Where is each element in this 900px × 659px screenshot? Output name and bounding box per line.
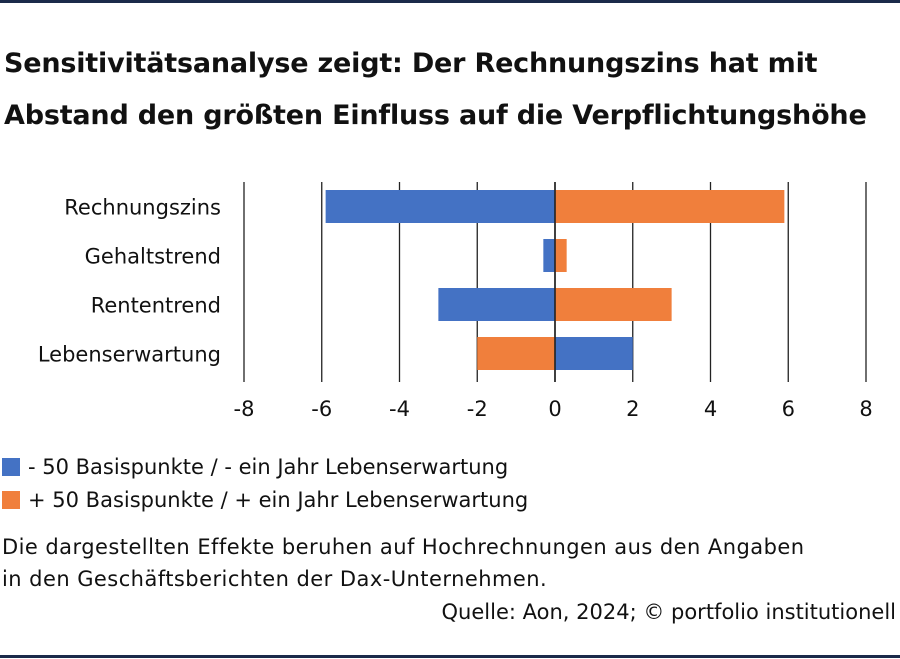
legend-label-minus: - 50 Basispunkte / - ein Jahr Lebenserwa… (28, 454, 509, 479)
chart-title-line-2: Abstand den größten Einfluss auf die Ver… (4, 100, 867, 131)
x-tick-label: 6 (782, 397, 795, 421)
footnote-line-1: Die dargestellten Effekte beruhen auf Ho… (2, 535, 805, 559)
top-rule (0, 0, 900, 3)
bar-plus (555, 288, 672, 321)
x-tick-label: -6 (311, 397, 332, 421)
legend: - 50 Basispunkte / - ein Jahr Lebenserwa… (0, 450, 528, 516)
chart-title: Sensitivitätsanalyse zeigt: Der Rechnung… (4, 38, 900, 142)
category-label: Gehaltstrend (85, 245, 221, 269)
bar-plus (477, 337, 555, 370)
category-label: Rechnungszins (64, 196, 221, 220)
bottom-rule (0, 655, 900, 658)
category-label: Rententrend (91, 294, 221, 318)
bar-plus (555, 190, 785, 223)
x-tick-label: 8 (859, 397, 872, 421)
legend-swatch-blue (2, 457, 20, 476)
bar-chart: Rechnungszins Gehaltstrend Rententrend Lebe… (38, 182, 873, 421)
source-credit: Quelle: Aon, 2024; © portfolio instituti… (441, 600, 896, 624)
category-label: Lebenserwartung (38, 343, 221, 367)
footnote: Die dargestellten Effekte beruhen auf Ho… (2, 531, 900, 595)
legend-item-minus: - 50 Basispunkte / - ein Jahr Lebenserwa… (0, 450, 528, 483)
bar-minus (438, 288, 555, 321)
bar-minus (325, 190, 555, 223)
legend-swatch-orange (2, 490, 20, 509)
chart-title-line-1: Sensitivitätsanalyse zeigt: Der Rechnung… (4, 48, 818, 79)
legend-label-plus: + 50 Basispunkte / + ein Jahr Lebenserwa… (28, 487, 529, 512)
bar-minus (543, 239, 555, 272)
x-tick-label: -4 (389, 397, 410, 421)
bar-plus (555, 239, 567, 272)
x-tick-label: -8 (234, 397, 255, 421)
x-tick-label: 4 (704, 397, 717, 421)
footnote-line-2: in den Geschäftsberichten der Dax-Untern… (2, 567, 548, 591)
legend-item-plus: + 50 Basispunkte / + ein Jahr Lebenserwa… (0, 483, 528, 516)
bar-minus (555, 337, 633, 370)
x-tick-label: -2 (467, 397, 488, 421)
x-tick-label: 2 (626, 397, 639, 421)
x-tick-label: 0 (548, 397, 561, 421)
